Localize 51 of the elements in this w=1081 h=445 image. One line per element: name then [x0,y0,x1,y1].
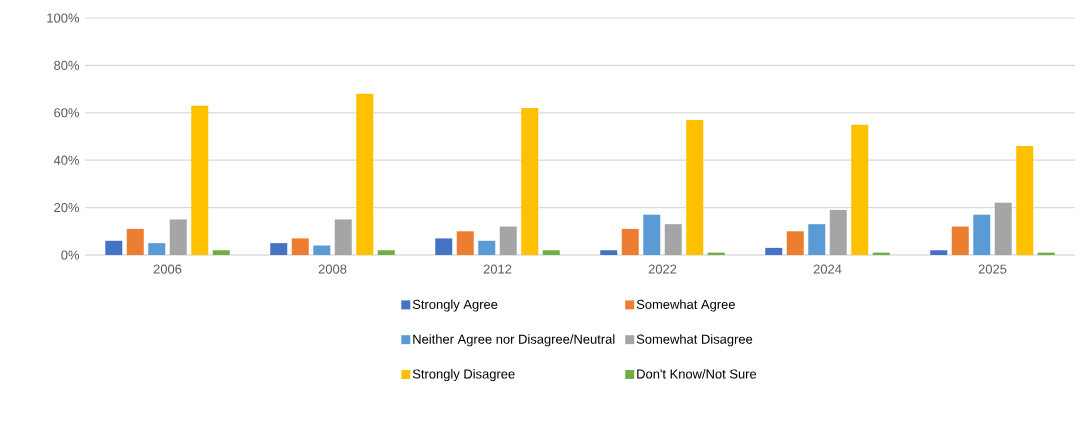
bar [829,209,847,255]
legend-label: Don't Know/Not Sure [637,369,757,379]
bar [313,245,331,255]
bar [356,93,374,255]
bar [808,224,826,255]
bar [499,226,517,255]
bar [786,231,804,255]
x-tick-label: 2022 [648,264,677,274]
bar [664,224,682,255]
bar [377,250,395,255]
legend-label: Neither Agree nor Disagree/Neutral [413,334,615,347]
legend-label: Strongly Disagree [412,369,515,382]
bar [930,250,948,255]
y-tick-label: 80% [54,60,80,70]
bar [212,250,230,255]
bar [521,108,539,255]
bar [765,247,783,255]
bar [643,214,661,255]
legend-label: Somewhat Disagree [636,334,753,347]
bar [542,250,560,255]
bar [851,124,869,255]
bar [478,240,496,255]
bar [334,219,352,255]
x-tick-label: 2008 [318,264,347,274]
x-tick-label: 2024 [813,264,842,274]
bar [435,238,453,255]
legend-label: Strongly Agree [412,299,498,312]
bar [600,250,618,255]
bar [148,243,166,255]
bar [291,238,309,255]
bar [126,228,144,255]
y-tick-label: 20% [54,203,80,213]
bar [621,228,639,255]
bar [951,226,969,255]
bar [191,105,209,255]
y-tick-label: 40% [53,155,80,165]
bar [994,202,1012,255]
bar [169,219,187,255]
x-tick-label: 2006 [153,264,182,274]
x-tick-label: 2025 [978,264,1007,274]
y-tick-label: 100% [47,13,80,23]
x-tick-label: 2012 [483,264,512,274]
bar [686,119,704,255]
y-tick-label: 0% [61,250,80,260]
legend-label: Somewhat Agree [636,299,735,312]
bar [270,243,288,255]
bar [973,214,991,255]
bar [105,240,123,255]
bar [456,231,474,255]
y-tick-label: 60% [54,108,80,118]
bar [1016,145,1034,255]
